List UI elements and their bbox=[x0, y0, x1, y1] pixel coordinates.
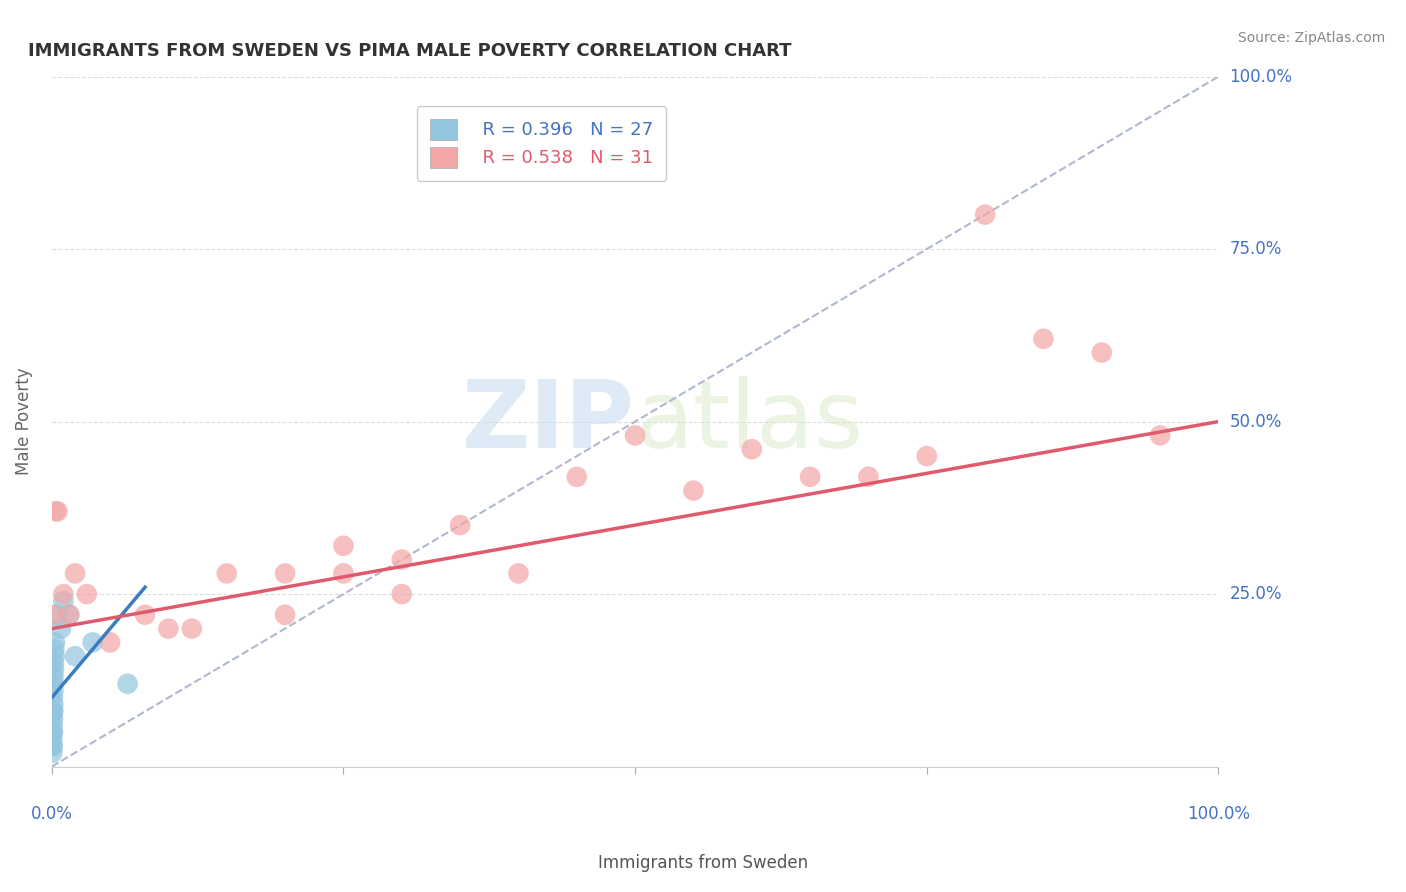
Point bbox=[1091, 345, 1114, 359]
Point bbox=[46, 607, 69, 622]
Point bbox=[449, 518, 471, 533]
Point bbox=[44, 642, 66, 657]
Point bbox=[157, 622, 180, 636]
Point bbox=[63, 649, 86, 664]
Point bbox=[799, 470, 821, 484]
Text: 25.0%: 25.0% bbox=[1230, 585, 1282, 603]
Point bbox=[858, 470, 880, 484]
Point bbox=[508, 566, 530, 581]
Point bbox=[274, 566, 297, 581]
Point bbox=[44, 504, 66, 518]
Point bbox=[117, 677, 139, 691]
Point bbox=[682, 483, 704, 498]
Point bbox=[274, 607, 297, 622]
Text: 0.0%: 0.0% bbox=[31, 805, 73, 823]
Point bbox=[42, 725, 65, 739]
Point bbox=[98, 635, 121, 649]
Point bbox=[41, 718, 63, 732]
Point bbox=[565, 470, 588, 484]
Point bbox=[215, 566, 238, 581]
Point bbox=[82, 635, 104, 649]
Text: ZIP: ZIP bbox=[463, 376, 636, 467]
Point bbox=[41, 739, 63, 753]
Point bbox=[41, 746, 63, 760]
Point bbox=[332, 566, 354, 581]
Point bbox=[1149, 428, 1171, 442]
Text: 50.0%: 50.0% bbox=[1230, 413, 1282, 431]
Point bbox=[42, 683, 65, 698]
Point bbox=[42, 705, 65, 719]
Text: 75.0%: 75.0% bbox=[1230, 240, 1282, 258]
Point bbox=[915, 449, 938, 463]
Point bbox=[42, 607, 65, 622]
Point bbox=[63, 566, 86, 581]
Text: IMMIGRANTS FROM SWEDEN VS PIMA MALE POVERTY CORRELATION CHART: IMMIGRANTS FROM SWEDEN VS PIMA MALE POVE… bbox=[28, 42, 792, 60]
Point bbox=[42, 698, 65, 712]
Point bbox=[41, 731, 63, 746]
Point bbox=[58, 607, 80, 622]
Point bbox=[52, 594, 75, 608]
Text: Immigrants from Sweden: Immigrants from Sweden bbox=[598, 855, 808, 872]
Point bbox=[134, 607, 156, 622]
Point bbox=[52, 587, 75, 601]
Point bbox=[46, 504, 69, 518]
Text: atlas: atlas bbox=[636, 376, 863, 467]
Text: 100.0%: 100.0% bbox=[1230, 68, 1292, 86]
Point bbox=[42, 670, 65, 684]
Point bbox=[332, 539, 354, 553]
Point bbox=[42, 711, 65, 725]
Point bbox=[974, 208, 997, 222]
Point bbox=[42, 677, 65, 691]
Text: Source: ZipAtlas.com: Source: ZipAtlas.com bbox=[1237, 31, 1385, 45]
Point bbox=[41, 739, 63, 753]
Point bbox=[42, 656, 65, 670]
Point bbox=[42, 663, 65, 677]
Point bbox=[180, 622, 202, 636]
Point bbox=[42, 690, 65, 705]
Point bbox=[624, 428, 647, 442]
Text: 100.0%: 100.0% bbox=[1187, 805, 1250, 823]
Point bbox=[49, 622, 72, 636]
Point bbox=[391, 587, 413, 601]
Point bbox=[391, 552, 413, 566]
Point bbox=[42, 705, 65, 719]
Point bbox=[41, 725, 63, 739]
Point bbox=[741, 442, 763, 457]
Point bbox=[44, 649, 66, 664]
Point bbox=[58, 607, 80, 622]
Point bbox=[1032, 332, 1054, 346]
Point bbox=[44, 635, 66, 649]
Legend:   R = 0.396   N = 27,   R = 0.538   N = 31: R = 0.396 N = 27, R = 0.538 N = 31 bbox=[418, 106, 666, 180]
Point bbox=[76, 587, 98, 601]
Y-axis label: Male Poverty: Male Poverty bbox=[15, 368, 32, 475]
